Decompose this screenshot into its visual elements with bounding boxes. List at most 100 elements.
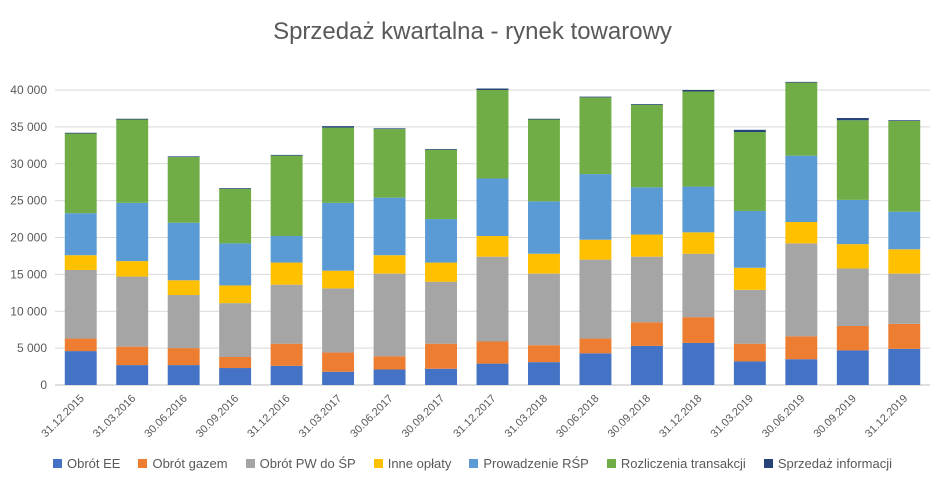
bar-segment (322, 270, 355, 289)
bar-segment (528, 118, 560, 120)
legend-item: Obrót EE (53, 456, 120, 471)
bar-segment (167, 156, 200, 158)
legend-label: Obrót EE (67, 456, 121, 471)
legend-label: Rozliczenia transakcji (620, 456, 746, 471)
bar-segment (836, 120, 869, 200)
bar-segment (630, 345, 663, 385)
y-tick-label: 40 000 (10, 83, 47, 97)
bar-segment (270, 365, 303, 385)
bar-segment (116, 119, 149, 203)
bar-segment (682, 317, 715, 343)
bar-segment (888, 249, 921, 274)
bar-segment (888, 348, 921, 385)
legend-swatch (138, 459, 148, 468)
legend-swatch (606, 459, 616, 468)
legend-label: Inne opłaty (387, 456, 452, 471)
legend-label: Obrót gazem (152, 456, 228, 471)
bar-segment (630, 256, 663, 323)
bar-segment (322, 371, 355, 385)
x-tick-label: 30.06.2016 (142, 393, 189, 440)
bar-segment (836, 326, 869, 351)
bar-segment (116, 365, 149, 385)
bar-segment (322, 288, 355, 353)
bar-segment (476, 88, 509, 90)
x-tick-label: 31.12.2018 (657, 393, 704, 440)
bar-segment (733, 210, 766, 268)
bar-segment (682, 186, 715, 233)
bar-segment (116, 202, 149, 262)
bar-segment (64, 133, 97, 214)
bar-segment (630, 187, 663, 235)
bar-segment (322, 126, 355, 128)
x-tick-label: 30.09.2019 (811, 393, 858, 440)
bar-segment (733, 132, 766, 211)
bar-segment (270, 155, 303, 237)
legend-label: Obrót PW do ŚP (259, 456, 356, 471)
bar-segment (270, 343, 303, 366)
x-tick-label: 31.12.2015 (39, 393, 86, 440)
bar-segment (888, 120, 921, 121)
bar-segment (476, 90, 509, 179)
bar-segment (373, 129, 406, 198)
bar-segment (528, 119, 560, 202)
bar-segment (888, 273, 921, 324)
bar-segment (373, 369, 406, 385)
bar-segment (167, 280, 200, 296)
bar-segment (785, 155, 818, 223)
bar-segment (167, 295, 200, 349)
bar-segment (579, 96, 612, 98)
bar-segment (733, 129, 766, 133)
bar-segment (322, 352, 355, 372)
bar-segment (219, 303, 252, 357)
bar-segment (476, 363, 509, 385)
x-tick-label: 31.03.2019 (709, 393, 756, 440)
bar-segment (270, 284, 303, 344)
x-tick-label: 31.03.2018 (503, 393, 550, 440)
bar-segment (785, 359, 818, 385)
bar-segment (785, 336, 818, 360)
bar-segment (219, 368, 252, 385)
bar-segment (373, 128, 406, 130)
legend-item: Obrót PW do ŚP (245, 456, 356, 471)
bar-segment (579, 239, 612, 260)
legend-label: Prowadzenie RŚP (483, 456, 589, 471)
x-tick-label: 30.09.2017 (400, 393, 447, 440)
bar-segment (167, 157, 200, 223)
legend-swatch (53, 459, 62, 468)
legend-swatch (245, 459, 255, 468)
bar-segment (64, 351, 97, 385)
bar-segment (373, 273, 406, 357)
bar-segment (167, 222, 200, 281)
bar-segment (785, 81, 818, 83)
bar-segment (219, 285, 252, 304)
bar-segment (630, 104, 663, 105)
bar-segment (888, 211, 921, 250)
bar-segment (270, 236, 303, 263)
bar-segment (630, 104, 663, 188)
bar-segment (116, 261, 149, 277)
bar-segment (682, 232, 715, 254)
bar-segment (476, 256, 509, 342)
bar-segment (219, 243, 252, 286)
x-tick-label: 30.06.2017 (348, 393, 395, 440)
bar-segment (682, 253, 715, 318)
x-tick-label: 31.12.2019 (863, 393, 910, 440)
bar-segment (167, 365, 200, 385)
bar-segment (219, 188, 252, 244)
bar-segment (167, 348, 200, 366)
bar-segment (425, 149, 457, 150)
bar-segment (836, 199, 869, 245)
bar-segment (476, 341, 509, 364)
stacked-bar-chart: 0 5 000 10 000 15 000 20 000 25 000 30 000 35 0… (10, 81, 930, 440)
bar-segment (219, 356, 252, 369)
x-tick-label: 30.06.2018 (554, 393, 601, 440)
bar-segment (322, 127, 355, 203)
x-tick-label: 31.12.2016 (245, 393, 292, 440)
bar-segment (579, 97, 612, 175)
bar-segment (733, 361, 766, 385)
legend-swatch (469, 459, 479, 468)
legend-label: Sprzedaż informacji (777, 456, 892, 471)
bar-segment (785, 243, 818, 337)
y-tick-label: 0 (40, 378, 47, 392)
y-tick-label: 35 000 (10, 120, 47, 134)
